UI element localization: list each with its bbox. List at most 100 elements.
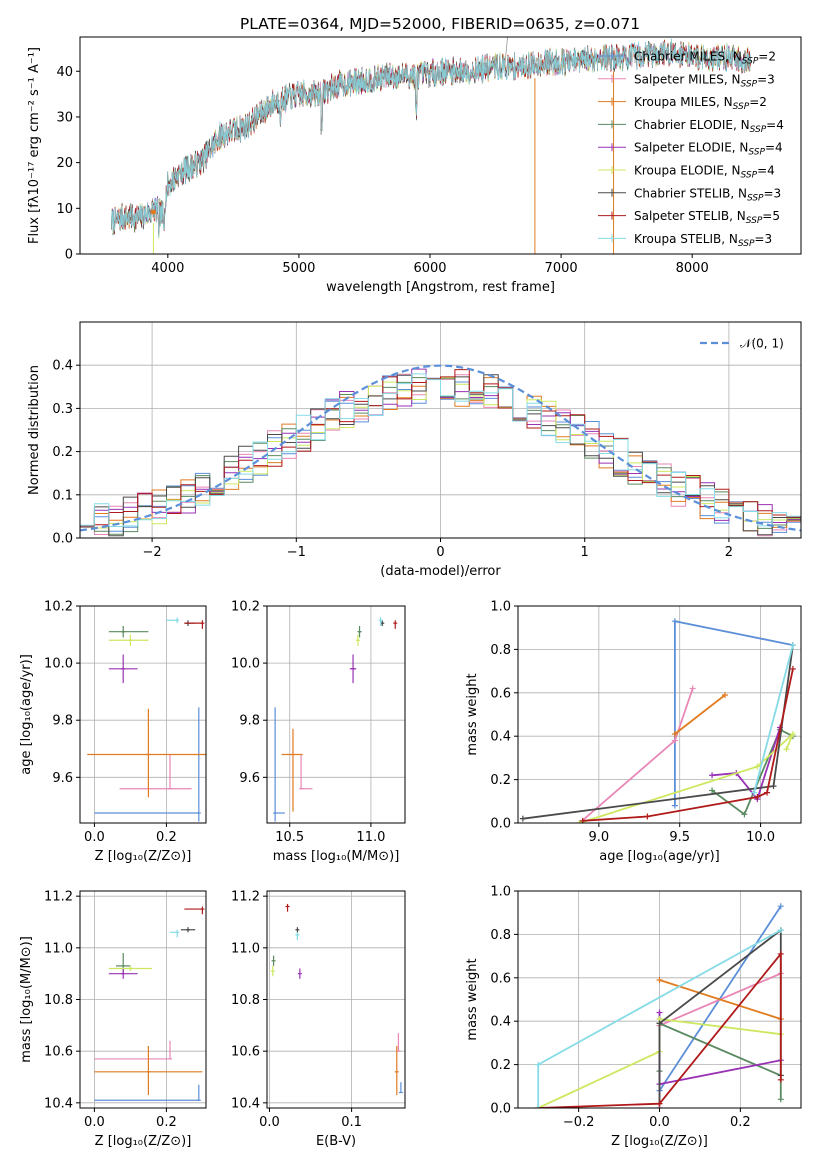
errorbar-point — [94, 1084, 201, 1101]
panel-mass_vs_Z: 0.0 0.2 10.4 10.6 10.8 11.0 11.2 Z [log₁₀(Z/Z⊙)… — [19, 890, 207, 1149]
weight-series-marker — [671, 618, 678, 625]
y-axis-label: Normed distribution — [27, 365, 42, 495]
y-tick-label: 9.6 — [239, 771, 260, 786]
legend-label-base: Salpeter MILES, N — [634, 72, 741, 86]
x-tick-label: 0.0 — [84, 1115, 105, 1130]
y-axis-label: Flux [fλ10⁻¹⁷ erg cm⁻² s⁻¹ A⁻¹] — [27, 47, 42, 244]
weight-series-marker — [783, 746, 790, 753]
y-tick-label: 10 — [56, 202, 73, 217]
weight-series-line — [711, 728, 794, 816]
x-tick-label: 9.0 — [589, 830, 610, 845]
errorbar-point — [180, 927, 196, 933]
y-tick-label: 0.2 — [490, 773, 511, 788]
y-tick-label: 0.6 — [490, 971, 511, 986]
errorbar-point — [170, 929, 180, 938]
weight-series-marker — [741, 811, 748, 818]
y-tick-label: 9.6 — [52, 771, 73, 786]
legend-label: Chabrier STELIB, NSSP=3 — [634, 186, 781, 203]
x-axis-label: (data-model)/error — [380, 564, 501, 579]
y-tick-label: 9.8 — [239, 714, 260, 729]
y-tick-label: 0.8 — [490, 643, 511, 658]
x-axis-label: mass [log₁₀(M/M⊙)] — [273, 849, 400, 864]
errorbar-point — [87, 708, 206, 798]
panel-spectrum: 4000 5000 6000 7000 8000 0 10 20 30 40 wavelength … — [27, 36, 802, 295]
errorbar-point — [295, 932, 300, 941]
x-tick-label: 0.0 — [649, 1115, 670, 1130]
errorbar-point — [270, 965, 275, 977]
x-tick-label: 10.5 — [275, 830, 304, 845]
y-axis-label: mass weight — [465, 958, 480, 1040]
legend-label-base: Chabrier STELIB, N — [634, 186, 747, 200]
errorbar-point — [108, 634, 149, 646]
errorbar-point — [357, 625, 362, 638]
x-axis-label: E(B-V) — [316, 1134, 356, 1149]
legend-label-sub: SSP — [747, 193, 764, 203]
x-tick-label: 4000 — [151, 261, 184, 276]
legend-label-tail: =5 — [762, 209, 780, 223]
legend-label-base: Chabrier ELODIE, N — [634, 118, 750, 132]
errorbar-point — [295, 927, 300, 933]
figure-title: PLATE=0364, MJD=52000, FIBERID=0635, z=0… — [240, 15, 640, 33]
plot-area-age_vs_mass — [273, 617, 398, 822]
legend-label: Chabrier MILES, NSSP=2 — [634, 50, 776, 67]
weight-series-marker — [656, 976, 663, 983]
x-tick-label: 10.0 — [746, 830, 775, 845]
y-tick-label: 20 — [56, 156, 73, 171]
x-tick-label: 2 — [725, 545, 733, 560]
legend-label: 𝒩(0, 1) — [740, 337, 784, 351]
weight-series-marker — [671, 737, 678, 744]
weight-series-marker — [519, 815, 526, 822]
x-tick-label: −0.2 — [563, 1115, 595, 1130]
legend-label-sub: SSP — [748, 148, 765, 158]
y-tick-label: 10.2 — [44, 600, 73, 615]
x-axis-label: Z [log₁₀(Z/Z⊙)] — [95, 1134, 192, 1149]
legend-label-tail: =4 — [766, 118, 784, 132]
legend-label: Kroupa STELIB, NSSP=3 — [634, 232, 772, 249]
x-axis-label: wavelength [Angstrom, rest frame] — [326, 280, 555, 295]
histogram-step-line — [80, 373, 801, 538]
y-tick-label: 40 — [56, 65, 73, 80]
errorbar-point — [394, 1046, 399, 1096]
weight-series-marker — [789, 665, 796, 672]
weight-series-marker — [656, 1020, 663, 1027]
y-tick-label: 1.0 — [490, 885, 511, 900]
legend-label-tail: =3 — [757, 72, 775, 86]
panels: 4000 5000 6000 7000 8000010203040wavelength … — [19, 36, 802, 1149]
errorbar-point — [184, 620, 205, 629]
errorbar-point — [398, 1082, 403, 1094]
y-tick-label: 10.4 — [44, 1096, 73, 1111]
legend-label-tail: =3 — [754, 232, 772, 246]
errorbar-point — [94, 707, 201, 822]
weight-series-marker — [777, 1096, 784, 1103]
weight-series-marker — [709, 772, 716, 779]
errorbar-point — [119, 754, 192, 790]
legend-label: Salpeter MILES, NSSP=3 — [634, 72, 775, 89]
weight-series-line — [674, 694, 726, 735]
x-tick-label: 11.0 — [356, 830, 385, 845]
weight-series-line — [712, 727, 781, 801]
errorbar-point — [355, 634, 360, 646]
y-tick-label: 9.8 — [52, 714, 73, 729]
x-tick-label: 0.0 — [84, 830, 105, 845]
x-tick-label: 8000 — [676, 261, 709, 276]
errorbar-point — [108, 625, 149, 638]
legend-label-base: Kroupa STELIB, N — [634, 232, 738, 246]
y-tick-label: 30 — [56, 110, 73, 125]
x-tick-label: 9.5 — [669, 830, 690, 845]
axes-frame — [517, 605, 802, 824]
x-tick-label: 7000 — [545, 261, 578, 276]
legend-label-sub: SSP — [733, 102, 750, 112]
axes-frame — [266, 605, 406, 824]
panel-weight_vs_Z: −0.2 0.0 0.2 0.0 0.2 0.4 0.6 0.8 1.0 Z [log₁₀(Z/Z… — [465, 885, 802, 1149]
errorbar-point — [378, 617, 383, 626]
weight-series-marker — [770, 783, 777, 790]
weight-series-marker — [721, 691, 728, 698]
y-tick-label: 0.4 — [52, 359, 73, 374]
plot-area-spectrum — [111, 37, 752, 254]
legend-label-tail: =2 — [749, 95, 767, 109]
y-tick-label: 0.8 — [490, 928, 511, 943]
x-tick-label: 6000 — [413, 261, 446, 276]
y-tick-label: 10.6 — [44, 1045, 73, 1060]
errorbar-point — [285, 903, 290, 912]
